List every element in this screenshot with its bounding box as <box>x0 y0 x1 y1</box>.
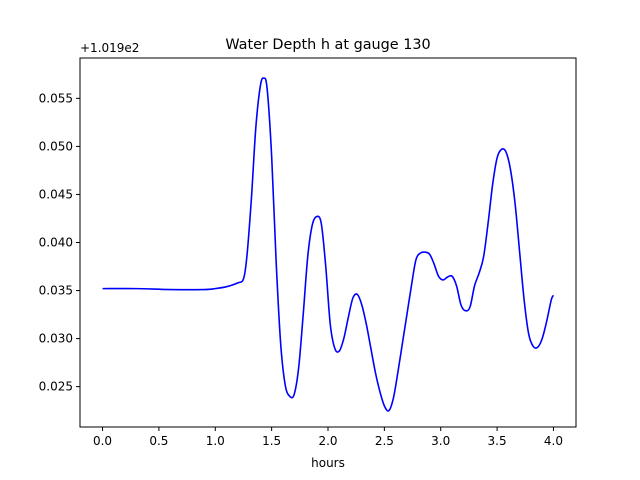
x-tick-label: 2.0 <box>318 434 337 448</box>
x-tick-label: 1.0 <box>206 434 225 448</box>
series-line-0 <box>102 77 555 412</box>
x-axis-label: hours <box>311 456 345 470</box>
x-axis: 0.0 0.5 1.0 1.5 2.0 2.5 3.0 3.5 4.0 <box>93 427 563 448</box>
x-tick-label: 0.0 <box>93 434 112 448</box>
x-tick-label: 1.5 <box>262 434 281 448</box>
axes-frame <box>79 57 577 428</box>
y-tick-label: 0.055 <box>39 91 73 105</box>
y-axis: 0.025 0.030 0.035 0.040 0.045 0.050 0.055 <box>39 91 80 394</box>
y-tick-label: 0.035 <box>39 284 73 298</box>
y-tick-label: 0.025 <box>39 380 73 394</box>
x-tick-label: 2.5 <box>375 434 394 448</box>
series-lines <box>102 77 555 412</box>
x-tick-label: 3.5 <box>488 434 507 448</box>
y-tick-label: 0.050 <box>39 139 73 153</box>
x-tick-label: 3.0 <box>431 434 450 448</box>
chart-title: Water Depth h at gauge 130 <box>225 37 430 53</box>
y-tick-label: 0.030 <box>39 332 73 346</box>
x-tick-label: 4.0 <box>544 434 563 448</box>
plot-area: 0.0 0.5 1.0 1.5 2.0 2.5 3.0 3.5 4.0 0.0250.0300.… <box>39 57 577 448</box>
x-tick-label: 0.5 <box>149 434 168 448</box>
y-tick-label: 0.040 <box>39 236 73 250</box>
y-offset-label: +1.019e2 <box>80 41 139 55</box>
y-tick-label: 0.045 <box>39 187 73 201</box>
